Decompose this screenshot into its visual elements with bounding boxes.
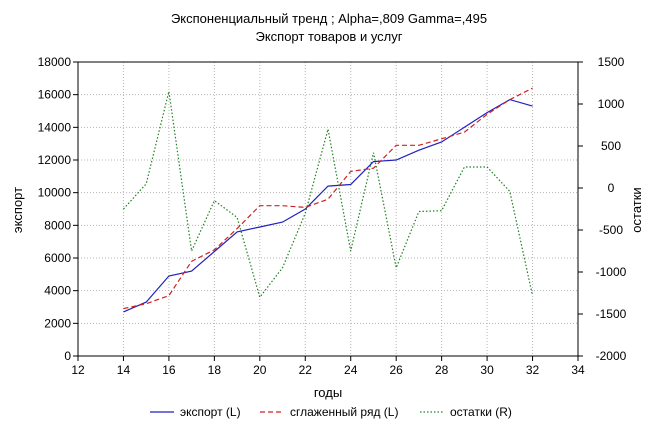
y-tick-label: 2000 bbox=[44, 316, 71, 330]
y-tick-label: 8000 bbox=[44, 218, 71, 232]
grid bbox=[78, 62, 578, 356]
y2-tick-label: 1500 bbox=[598, 55, 625, 69]
y-tick-label: 6000 bbox=[44, 251, 71, 265]
x-tick-label: 26 bbox=[390, 363, 404, 377]
y2-axis-label: остатки bbox=[629, 187, 644, 232]
x-axis-label: годы bbox=[314, 385, 342, 400]
y-tick-label: 14000 bbox=[38, 120, 72, 134]
y2-tick-label: -1500 bbox=[596, 307, 627, 321]
x-tick-label: 22 bbox=[299, 363, 313, 377]
y-tick-label: 0 bbox=[64, 349, 71, 363]
y2-tick-label: 1000 bbox=[598, 97, 625, 111]
legend-label: экспорт (L) bbox=[180, 405, 241, 419]
x-tick-label: 20 bbox=[253, 363, 267, 377]
y-axis-right: -2000 -1500 -1000 -500 0 500 1000 1500 bbox=[578, 55, 627, 363]
x-axis: 12 14 16 18 20 22 24 26 28 30 32 34 bbox=[71, 356, 585, 377]
legend-label: сглаженный ряд (L) bbox=[290, 405, 398, 419]
x-tick-label: 16 bbox=[162, 363, 176, 377]
x-tick-label: 24 bbox=[344, 363, 358, 377]
x-tick-label: 32 bbox=[526, 363, 540, 377]
y2-tick-label: -1000 bbox=[596, 265, 627, 279]
x-tick-label: 14 bbox=[117, 363, 131, 377]
series-line-2 bbox=[123, 87, 533, 310]
series-line-1 bbox=[123, 98, 533, 313]
x-tick-label: 28 bbox=[435, 363, 449, 377]
y-tick-label: 12000 bbox=[38, 153, 72, 167]
y2-tick-label: -2000 bbox=[596, 349, 627, 363]
chart-subtitle: Экспорт товаров и услуг bbox=[255, 29, 402, 44]
x-tick-label: 12 bbox=[71, 363, 85, 377]
plot-area bbox=[77, 61, 579, 357]
y-axis-left: 0 2000 4000 6000 8000 10000 12000 14000 16000 180… bbox=[38, 55, 78, 363]
y-tick-label: 4000 bbox=[44, 284, 71, 298]
y-axis-label: экспорт bbox=[10, 187, 25, 233]
y-tick-label: 16000 bbox=[38, 88, 72, 102]
x-tick-label: 30 bbox=[480, 363, 494, 377]
y2-tick-label: 500 bbox=[601, 139, 621, 153]
legend-label: остатки (R) bbox=[450, 405, 512, 419]
x-tick-label: 18 bbox=[208, 363, 222, 377]
y2-tick-label: -500 bbox=[599, 223, 623, 237]
series-group bbox=[123, 87, 534, 313]
x-tick-label: 34 bbox=[571, 363, 585, 377]
legend: экспорт (L) сглаженный ряд (L) остатки (R) bbox=[150, 405, 512, 419]
y-tick-label: 10000 bbox=[38, 186, 72, 200]
y-tick-label: 18000 bbox=[38, 55, 72, 69]
y2-tick-label: 0 bbox=[608, 181, 615, 195]
chart-title: Экспоненциальный тренд ; Alpha=,809 Gamm… bbox=[171, 11, 487, 26]
